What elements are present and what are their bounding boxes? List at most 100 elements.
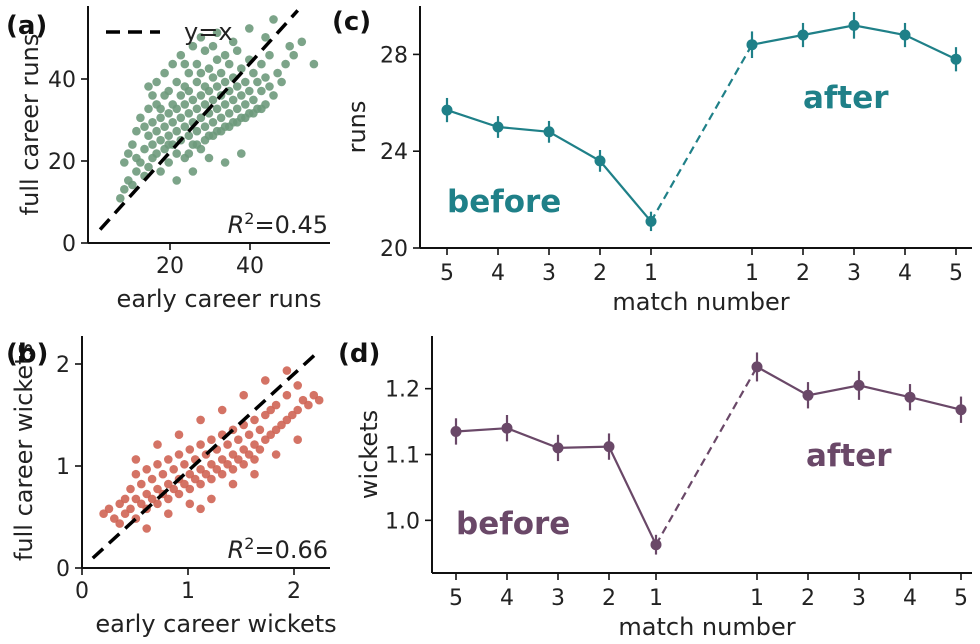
x-axis-label: match number: [612, 288, 789, 316]
data-point: [228, 37, 238, 47]
data-point: [164, 140, 173, 149]
data-point: [271, 450, 281, 459]
x-tick-label: 1: [745, 261, 759, 286]
data-point: [140, 144, 149, 154]
data-point: [212, 104, 222, 114]
y-tick-label: 20: [380, 237, 408, 262]
data-point: [185, 445, 195, 454]
y-axis-label: full career wickets: [10, 343, 38, 561]
data-point: [115, 519, 124, 528]
data-point: [196, 113, 206, 123]
data-point: [153, 499, 162, 509]
after-label: after: [803, 80, 889, 116]
x-tick-label: 4: [500, 586, 514, 611]
panel-d: 1.0 1.1 1.2 5 4 3 2 1 1 2 3 4 5 match number wickets be…: [338, 336, 972, 641]
x-tick-label: 5: [449, 586, 463, 611]
data-point: [116, 194, 125, 203]
data-point: [200, 46, 210, 55]
data-point: [196, 479, 205, 489]
data-point: [220, 50, 230, 60]
before-data-point: [450, 426, 462, 437]
data-point: [239, 390, 248, 400]
panel-a: 20 40 0 20 40 early career runs full career ru…: [6, 6, 330, 313]
data-point: [174, 430, 184, 440]
data-point: [164, 158, 173, 167]
data-point: [239, 460, 248, 469]
before-data-point: [603, 441, 615, 453]
data-point: [184, 109, 194, 118]
after-label: after: [806, 438, 892, 474]
data-point: [285, 41, 295, 51]
data-point: [144, 82, 153, 91]
data-point: [241, 113, 250, 123]
data-point: [245, 86, 254, 96]
data-point: [224, 59, 234, 69]
x-tick-label: 1: [750, 586, 764, 611]
panel-label: (b): [6, 339, 48, 369]
data-point: [200, 100, 210, 109]
data-point: [257, 86, 266, 96]
data-point: [216, 126, 226, 136]
after-data-point: [802, 389, 814, 401]
data-point: [158, 469, 168, 479]
data-point: [152, 77, 161, 87]
x-tick-label: 3: [847, 261, 861, 286]
data-point: [273, 68, 282, 78]
data-point: [212, 82, 222, 91]
data-point: [239, 445, 248, 454]
data-point: [255, 425, 265, 435]
data-point: [208, 73, 218, 82]
data-point: [288, 410, 297, 420]
data-point: [110, 514, 119, 523]
data-point: [277, 420, 286, 430]
data-point: [172, 126, 181, 136]
data-point: [152, 149, 161, 158]
data-point: [164, 86, 173, 96]
data-point: [192, 140, 202, 149]
data-point: [281, 59, 290, 69]
data-point: [160, 122, 169, 131]
data-point: [271, 400, 281, 410]
data-point: [232, 82, 242, 91]
data-point: [196, 68, 206, 78]
data-point: [174, 489, 184, 499]
connector-line: [650, 44, 753, 222]
y-tick-label: 1.1: [385, 444, 420, 469]
data-point: [261, 33, 270, 42]
x-tick-label: 1: [644, 261, 658, 286]
data-point: [250, 469, 259, 479]
data-point: [184, 86, 194, 96]
data-point: [156, 104, 165, 114]
data-point: [241, 77, 250, 87]
reference-line: [91, 349, 321, 560]
data-point: [309, 390, 319, 400]
data-point: [207, 494, 216, 504]
data-point: [156, 113, 165, 123]
before-data-point: [594, 155, 606, 167]
data-point: [153, 460, 162, 469]
data-point: [228, 465, 238, 474]
data-point: [232, 104, 242, 114]
data-point: [188, 41, 198, 51]
x-tick-label: 2: [593, 261, 607, 286]
y-tick-label: 20: [48, 150, 76, 175]
data-point: [265, 50, 274, 60]
reference-line: [98, 9, 300, 231]
data-point: [257, 59, 266, 69]
data-point: [257, 104, 266, 114]
data-point: [131, 469, 141, 479]
data-point: [188, 95, 198, 105]
x-tick-label: 2: [602, 586, 616, 611]
data-point: [172, 149, 181, 158]
data-point: [142, 524, 151, 533]
x-tick-label: 4: [903, 586, 917, 611]
data-point: [304, 400, 313, 410]
data-point: [164, 509, 173, 518]
before-data-point: [543, 126, 555, 138]
data-point: [126, 504, 135, 514]
data-point: [223, 460, 232, 469]
legend-label: y=x: [184, 18, 233, 46]
data-point: [228, 95, 238, 105]
data-point: [223, 440, 232, 449]
